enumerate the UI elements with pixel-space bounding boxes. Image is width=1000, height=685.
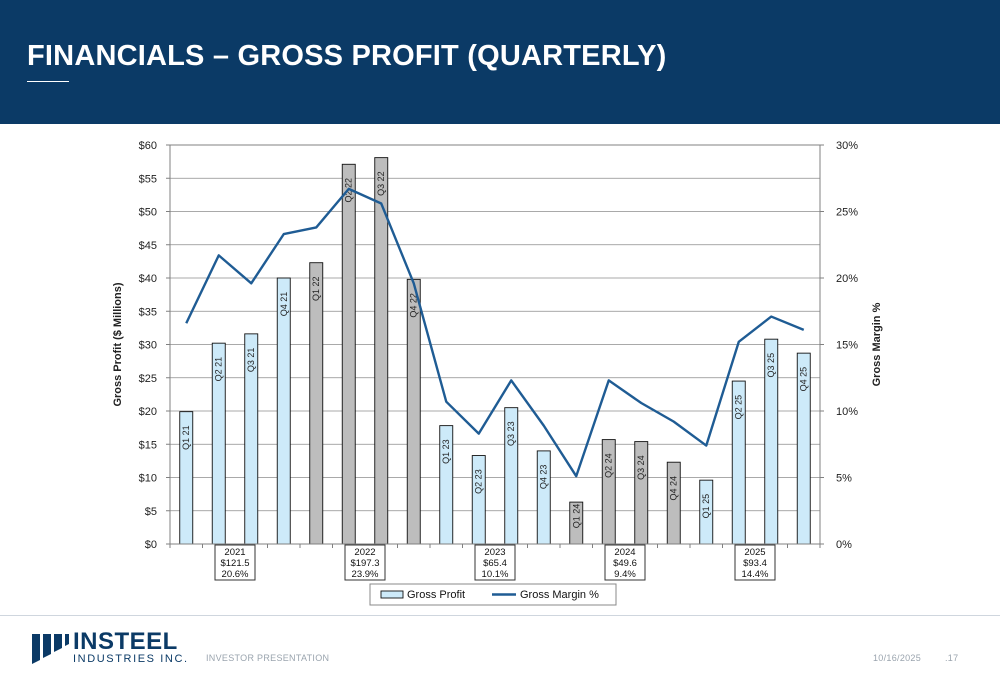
footer-page-number: .17 <box>945 653 959 663</box>
y-left-tick-label: $60 <box>139 140 157 152</box>
bar-category-label: Q3 24 <box>636 455 646 480</box>
y-left-tick-label: $30 <box>139 340 157 352</box>
chart-annual-boxes: 2021$121.520.6%2022$197.323.9%2023$65.41… <box>214 544 776 581</box>
y-left-tick-label: $40 <box>139 273 157 285</box>
legend-label-gross-margin: Gross Margin % <box>520 589 599 601</box>
annual-summary-box <box>214 544 256 581</box>
bar-category-label: Q2 24 <box>604 453 614 478</box>
footer-divider <box>0 615 1000 616</box>
annual-summary-text: 2025 <box>744 547 765 558</box>
y-right-tick-label: 30% <box>836 140 858 152</box>
page-title: FINANCIALS – GROSS PROFIT (QUARTERLY) <box>27 40 667 72</box>
chart-margin-line <box>185 187 805 478</box>
y-left-tick-label: $10 <box>139 473 157 485</box>
y-left-tick-label: $20 <box>139 406 157 418</box>
logo-mark-icon <box>32 634 69 664</box>
y-right-tick-label: 15% <box>836 340 858 352</box>
chart-bars <box>179 157 811 545</box>
annual-summary-text: 23.9% <box>352 569 379 580</box>
bar-gross-profit <box>471 455 486 545</box>
annual-summary-text: $49.6 <box>613 558 637 569</box>
y-right-tick-label: 25% <box>836 207 858 219</box>
annual-summary-text: $121.5 <box>220 558 249 569</box>
annual-summary-text: 14.4% <box>742 569 769 580</box>
bar-category-label: Q3 21 <box>246 348 256 373</box>
bar-category-label: Q2 25 <box>734 395 744 420</box>
bar-category-label: Q2 21 <box>214 357 224 382</box>
chart-gridlines <box>170 144 820 512</box>
bar-category-label: Q1 22 <box>311 276 321 301</box>
logo-subtitle: INDUSTRIES INC. <box>73 653 189 665</box>
annual-summary-box <box>474 544 516 581</box>
bar-category-label: Q4 21 <box>279 292 289 317</box>
y-right-tick-label: 10% <box>836 406 858 418</box>
bar-category-label: Q3 25 <box>766 353 776 378</box>
y-right-axis-label: Gross Margin % <box>871 302 883 386</box>
bar-category-label: Q4 25 <box>799 367 809 392</box>
logo-name: INSTEEL <box>73 628 178 655</box>
annual-summary-box <box>344 544 386 581</box>
bar-gross-profit <box>309 262 324 545</box>
y-right-tick-label: 0% <box>836 539 852 551</box>
bar-category-label: Q1 23 <box>441 439 451 464</box>
annual-summary-text: 2023 <box>484 547 505 558</box>
chart-legend: Gross Profit Gross Margin % <box>369 583 617 606</box>
bar-category-label: Q4 22 <box>409 293 419 318</box>
header-banner: FINANCIALS – GROSS PROFIT (QUARTERLY) <box>0 0 1000 124</box>
y-left-tick-label: $50 <box>139 207 157 219</box>
bar-category-label: Q2 23 <box>474 469 484 494</box>
annual-summary-text: $197.3 <box>350 558 379 569</box>
bar-gross-profit <box>341 163 356 545</box>
y-right-tick-label: 20% <box>836 273 858 285</box>
bar-category-label: Q3 22 <box>376 171 386 196</box>
annual-summary-text: $65.4 <box>483 558 507 569</box>
legend-label-gross-profit: Gross Profit <box>407 589 465 601</box>
y-right-tick-label: 5% <box>836 473 852 485</box>
annual-summary-text: 2022 <box>354 547 375 558</box>
bar-gross-profit <box>276 277 291 545</box>
bar-category-label: Q4 24 <box>669 476 679 501</box>
chart-axes: $0 $5 $10 $15 $20 $25 $30 $35 $40 $45 $50 $55 $60 0% 5… <box>112 140 883 551</box>
annual-summary-text: 10.1% <box>482 569 509 580</box>
footer-presentation: INVESTOR PRESENTATION <box>206 653 330 663</box>
y-left-tick-label: $35 <box>139 306 157 318</box>
y-left-tick-label: $5 <box>145 506 157 518</box>
line-gross-margin <box>185 187 805 478</box>
bar-category-label: Q4 23 <box>539 465 549 490</box>
annual-summary-text: 9.4% <box>614 569 636 580</box>
y-left-axis-label: Gross Profit ($ Millions) <box>112 282 124 406</box>
bar-gross-profit <box>406 278 421 545</box>
company-logo: INSTEEL INDUSTRIES INC. <box>30 630 200 666</box>
y-left-tick-label: $45 <box>139 240 157 252</box>
y-left-tick-label: $0 <box>145 539 157 551</box>
y-left-tick-label: $25 <box>139 373 157 385</box>
bar-category-label: Q3 23 <box>506 421 516 446</box>
bar-category-label: Q1 25 <box>701 494 711 519</box>
annual-summary-box <box>604 544 646 581</box>
bar-gross-profit <box>666 461 681 545</box>
annual-summary-box <box>734 544 776 581</box>
title-underline <box>27 81 69 82</box>
annual-summary-text: 2024 <box>614 547 635 558</box>
annual-summary-text: $93.4 <box>743 558 767 569</box>
y-left-tick-label: $15 <box>139 439 157 451</box>
legend-swatch-gross-profit <box>380 590 404 599</box>
footer-date: 10/16/2025 <box>873 653 922 663</box>
y-left-tick-label: $55 <box>139 173 157 185</box>
bar-category-label: Q1 24 <box>571 504 581 529</box>
bar-category-label: Q1 21 <box>181 425 191 450</box>
annual-summary-text: 20.6% <box>222 569 249 580</box>
annual-summary-text: 2021 <box>224 547 245 558</box>
